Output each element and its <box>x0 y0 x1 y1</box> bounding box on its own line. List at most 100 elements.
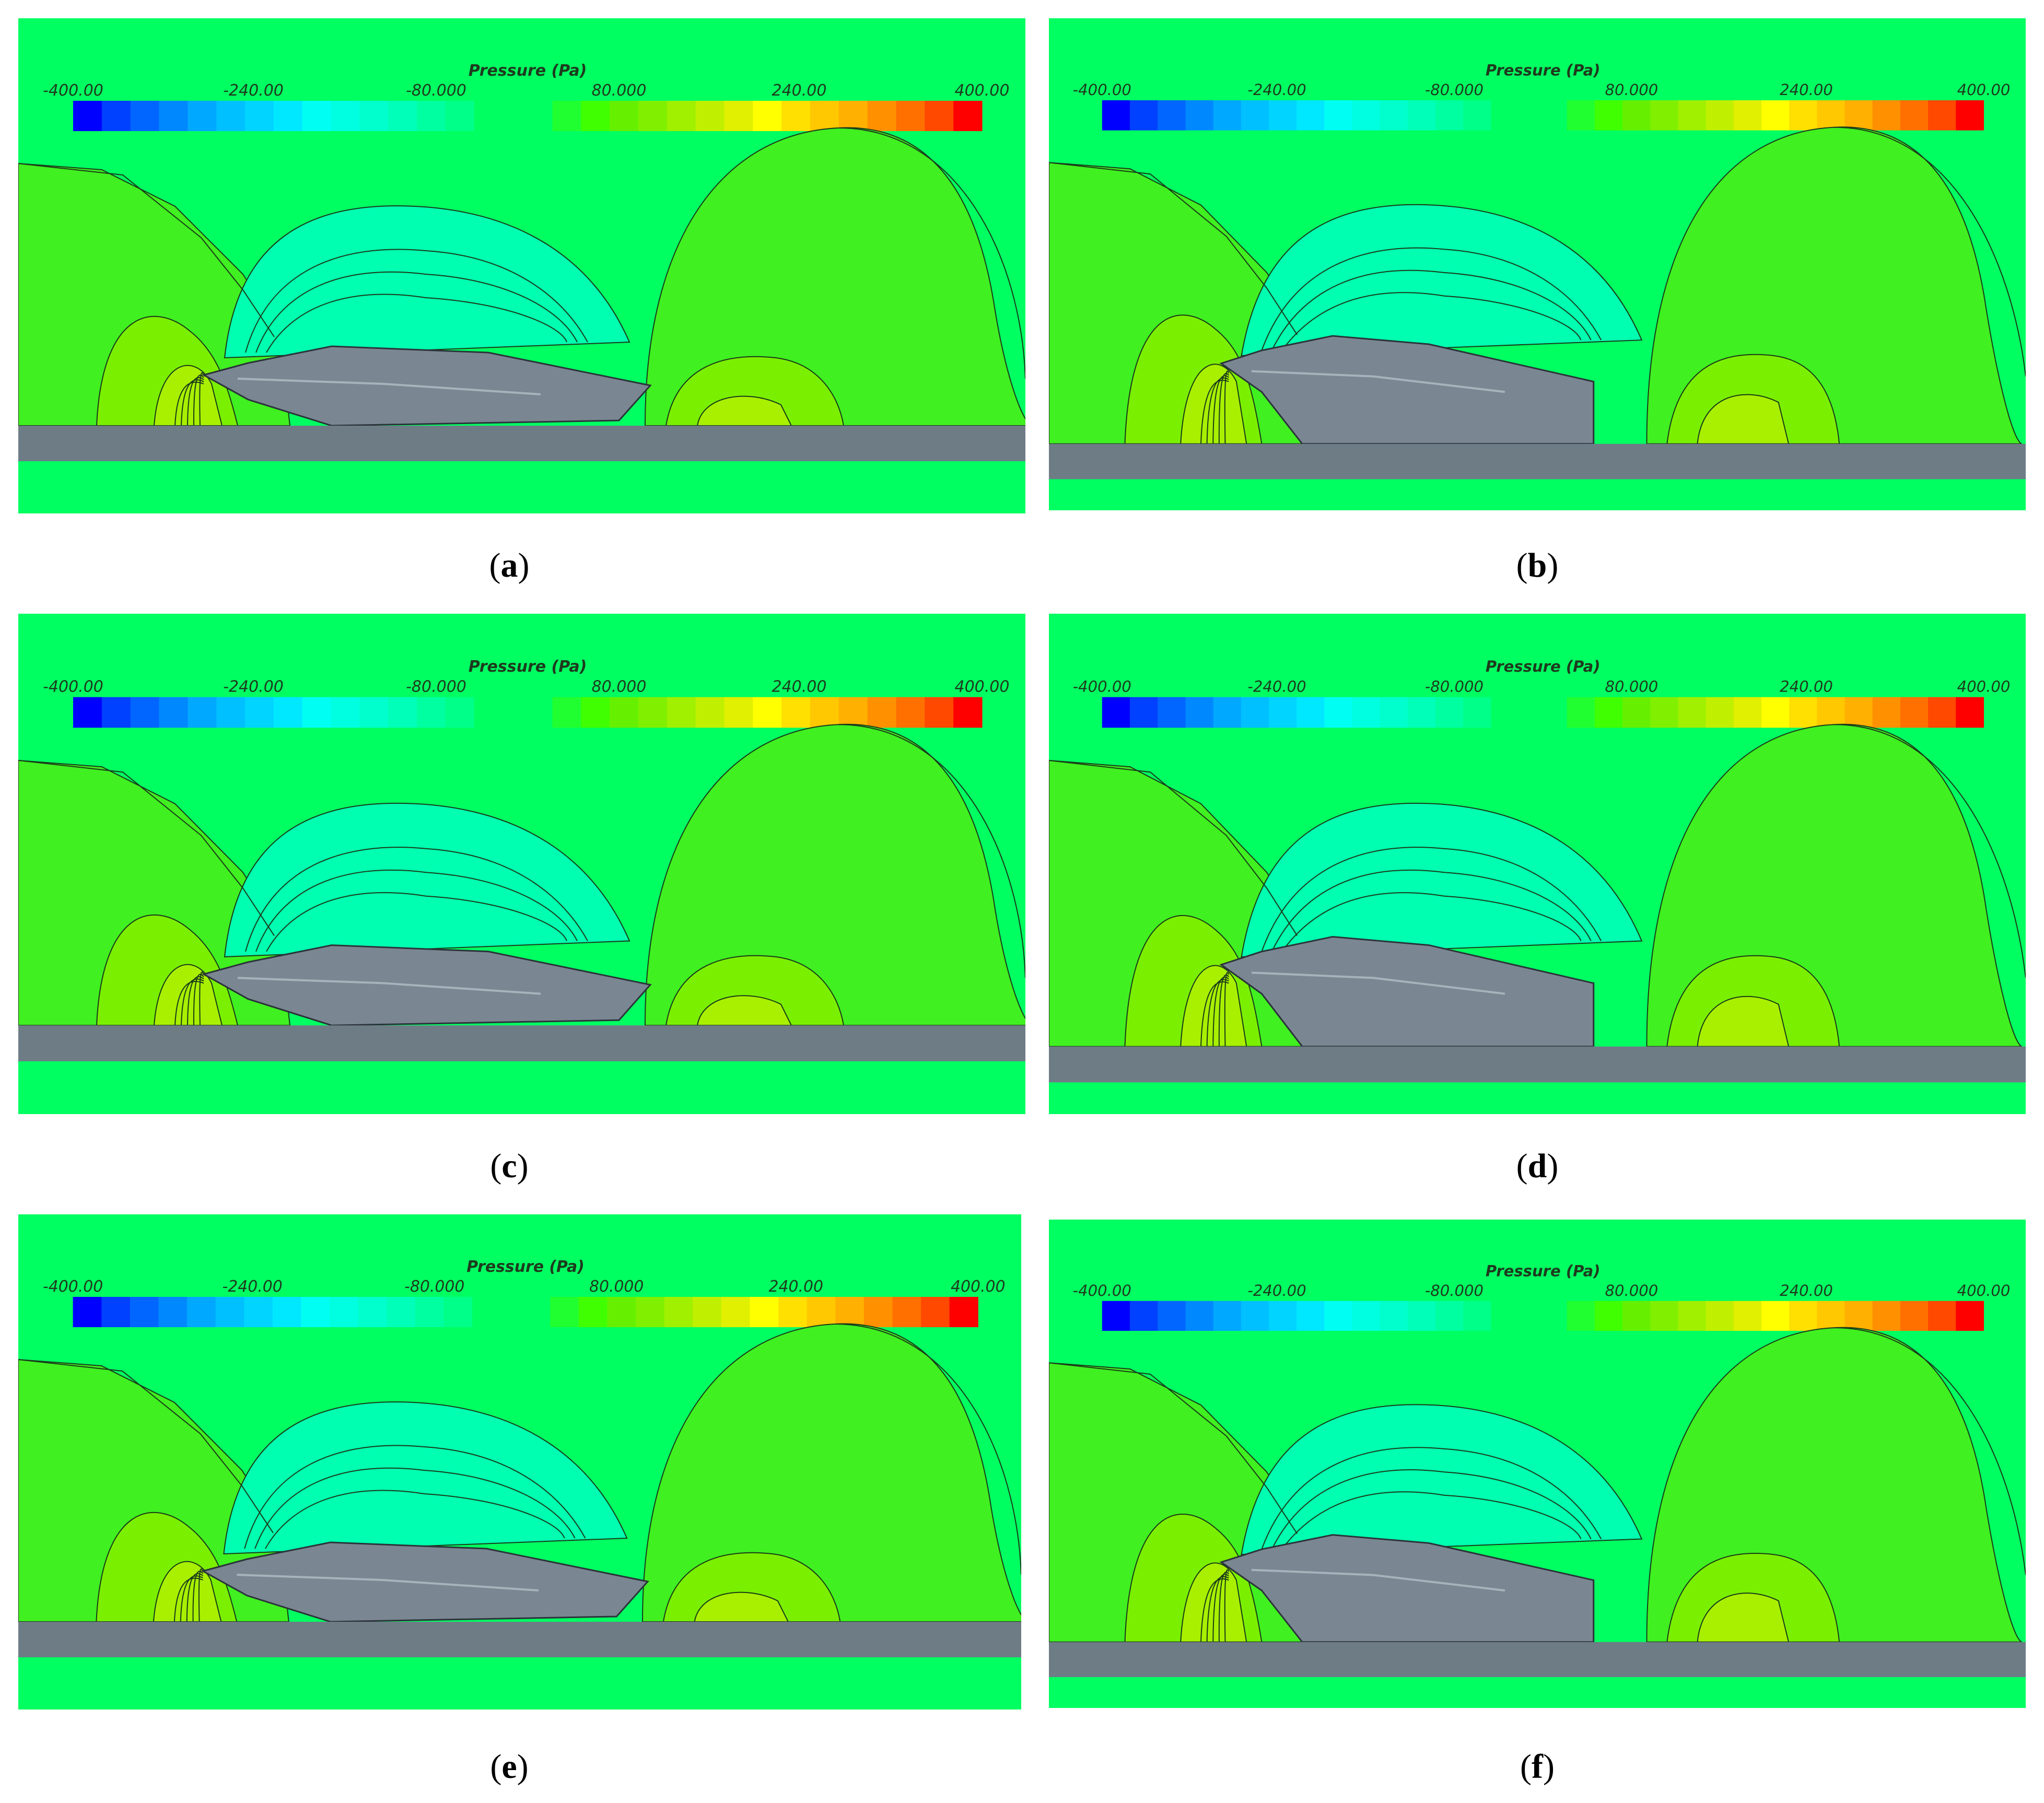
colorbar: Pressure (Pa) -400.00 -240.00 -80.000 80.000… <box>1073 1262 2011 1331</box>
colorbar-swatch <box>1594 100 1623 131</box>
colorbar-swatch <box>1130 1301 1158 1331</box>
colorbar-swatch <box>892 1297 921 1327</box>
contour-panel-d: Pressure (Pa) -400.00 -240.00 -80.000 80.000… <box>1049 614 2026 1114</box>
colorbar-swatch <box>1491 697 1520 728</box>
ground-plane <box>1049 443 2026 479</box>
colorbar-swatch <box>1435 1301 1464 1331</box>
colorbar-swatch <box>724 101 753 131</box>
colorbar-swatch <box>695 101 725 131</box>
colorbar-swatch <box>159 697 188 728</box>
colorbar-swatch <box>781 101 811 131</box>
colorbar-tick-label: -240.00 <box>1247 81 1306 99</box>
colorbar-swatch <box>1297 1301 1325 1331</box>
colorbar-swatch <box>867 697 896 728</box>
colorbar-swatch <box>523 697 553 728</box>
colorbar-tick-label: 400.00 <box>951 1278 1005 1296</box>
colorbar-swatch <box>1678 1301 1707 1331</box>
colorbar-tick-label: -80.000 <box>1425 678 1484 696</box>
colorbar-swatch <box>810 101 839 131</box>
colorbar-swatch <box>388 101 417 131</box>
colorbar-tick-label: 80.000 <box>592 678 647 696</box>
colorbar-title: Pressure (Pa) <box>1486 61 1601 79</box>
colorbar-swatch <box>921 1297 950 1327</box>
colorbar-tick-label: -240.00 <box>1247 678 1306 696</box>
colorbar-swatch <box>216 101 246 131</box>
colorbar-tick-label: 240.00 <box>772 678 827 696</box>
colorbar-swatch <box>693 1297 722 1327</box>
colorbar-swatch <box>753 697 782 728</box>
colorbar-tick-label: 80.000 <box>1605 1282 1658 1299</box>
colorbar-swatch <box>1102 1301 1130 1331</box>
contour-panel-a: Pressure (Pa) -400.00 -240.00 -80.000 80.000… <box>18 18 1025 513</box>
colorbar-swatch <box>1241 697 1269 728</box>
colorbar-swatch <box>721 1297 750 1327</box>
colorbar-swatch <box>1650 1301 1678 1331</box>
colorbar-swatch <box>953 101 983 131</box>
colorbar-tick-label: 400.00 <box>955 678 1010 696</box>
colorbar-swatch <box>244 1297 273 1327</box>
colorbar-swatch <box>838 101 868 131</box>
contour-panel-c: Pressure (Pa) -400.00 -240.00 -80.000 80.000… <box>18 614 1025 1114</box>
colorbar-swatch <box>1352 697 1381 728</box>
colorbar-swatch <box>1380 697 1408 728</box>
colorbar-tick-label: 400.00 <box>1957 678 2011 696</box>
colorbar-swatch <box>1928 697 1956 728</box>
colorbar-swatch <box>638 697 668 728</box>
pressure-contour-plot-d: Pressure (Pa) -400.00 -240.00 -80.000 80.000… <box>1049 658 2026 1083</box>
contour-panel-f: Pressure (Pa) -400.00 -240.00 -80.000 80.000… <box>1049 1220 2026 1708</box>
colorbar-swatch <box>1380 100 1408 131</box>
colorbar-swatch <box>1435 697 1464 728</box>
colorbar-title: Pressure (Pa) <box>1486 658 1601 675</box>
colorbar-tick-label: -400.00 <box>43 81 103 100</box>
caption-f: (f) <box>1520 1748 1555 1786</box>
colorbar-swatch <box>387 1297 416 1327</box>
colorbar-swatch <box>302 101 331 131</box>
colorbar-tick-label: 240.00 <box>1780 1282 1833 1299</box>
colorbar-swatch <box>1324 1301 1353 1331</box>
colorbar-tick-label: -80.000 <box>1425 1282 1484 1299</box>
colorbar-swatch <box>1761 697 1790 728</box>
colorbar-swatch <box>1900 697 1929 728</box>
colorbar-tick-label: -400.00 <box>1073 678 1131 696</box>
colorbar-swatch <box>73 697 102 728</box>
colorbar-swatch <box>445 101 475 131</box>
colorbar-swatch <box>778 1297 808 1327</box>
colorbar-swatch <box>73 101 102 131</box>
colorbar-swatch <box>1872 1301 1901 1331</box>
colorbar-swatch <box>896 101 925 131</box>
colorbar-swatch <box>1789 100 1817 131</box>
colorbar-swatch <box>667 101 696 131</box>
colorbar-swatch <box>245 697 274 728</box>
colorbar-swatch <box>724 697 753 728</box>
colorbar-tick-label: 240.00 <box>1780 81 1833 99</box>
colorbar-swatch <box>1650 100 1678 131</box>
colorbar-swatch <box>101 101 131 131</box>
colorbar-tick-label: -80.000 <box>404 1278 464 1296</box>
colorbar-tick-label: -240.00 <box>223 678 284 696</box>
colorbar-swatch <box>273 101 303 131</box>
contour-panel-b: Pressure (Pa) -400.00 -240.00 -80.000 80.000… <box>1049 18 2026 510</box>
colorbar-swatch <box>781 697 811 728</box>
colorbar-swatch <box>1928 100 1956 131</box>
colorbar-swatch <box>581 101 610 131</box>
colorbar-swatch <box>1844 697 1873 728</box>
colorbar-swatch <box>130 697 159 728</box>
colorbar-swatch <box>664 1297 693 1327</box>
colorbar-swatch <box>1539 1301 1568 1331</box>
colorbar-swatch <box>1407 697 1436 728</box>
colorbar-swatch <box>867 101 896 131</box>
colorbar-swatch <box>1158 1301 1186 1331</box>
colorbar-swatch <box>1956 697 1984 728</box>
colorbar-swatch <box>1213 100 1242 131</box>
pressure-field <box>18 1323 1021 1622</box>
colorbar-swatch <box>835 1297 865 1327</box>
colorbar-tick-label: -80.000 <box>406 678 466 696</box>
colorbar-tick-label: 80.000 <box>589 1278 644 1296</box>
colorbar-swatch <box>188 101 217 131</box>
colorbar-swatch <box>1130 100 1158 131</box>
colorbar-tick-label: 400.00 <box>1957 1282 2011 1299</box>
colorbar-swatch <box>188 697 217 728</box>
caption-e: (e) <box>490 1748 529 1786</box>
colorbar-swatch <box>667 697 696 728</box>
colorbar: Pressure (Pa) -400.00 -240.00 -80.000 80.000… <box>43 62 1009 131</box>
